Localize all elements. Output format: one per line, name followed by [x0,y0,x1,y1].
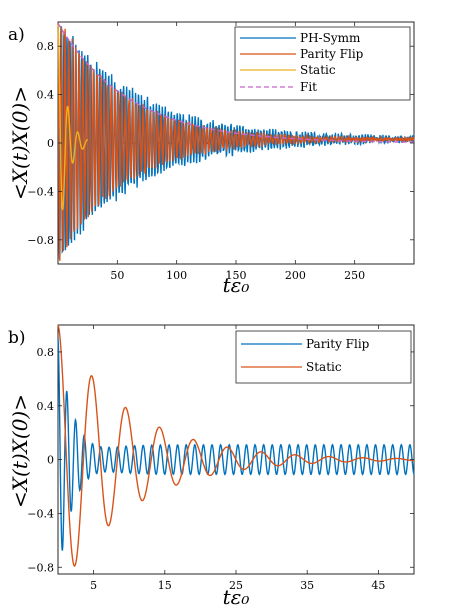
y-tick-label: −0.8 [27,234,54,247]
series-line-static [57,24,88,211]
legend-label-fit: Fit [300,80,317,94]
panel-b-y-ticks: −0.8 −0.4 0 0.4 0.8 [27,346,414,574]
panel-b-legend: Parity Flip Static [235,330,412,384]
legend-label-parity-flip-b: Parity Flip [306,337,370,351]
x-tick-label: 100 [166,269,187,282]
panel-b-tag: b) [8,328,26,348]
y-tick-label: 0 [47,454,54,467]
panel-b-y-axis-label: <X(t)X(0)> [8,394,32,508]
x-tick-label: 50 [110,269,124,282]
panel-a-x-axis-label: tε₀ [223,273,250,297]
panel-b-x-axis-label: tε₀ [223,585,250,609]
x-tick-label: 25 [229,579,243,592]
y-tick-label: −0.4 [27,507,54,520]
x-tick-label: 250 [344,269,365,282]
panel-a-y-ticks: −0.8 −0.4 0 0.4 0.8 [27,40,414,247]
x-tick-label: 200 [285,269,306,282]
panel-b-x-ticks: 5 15 25 35 45 [90,325,385,592]
panel-b-series [57,324,415,567]
y-tick-label: 0.8 [37,40,55,53]
panel-a-series [57,22,415,261]
y-tick-label: 0 [47,137,54,150]
panel-a-legend: PH-Symm Parity Flip Static Fit [234,26,411,101]
series-line-parity-flip [57,338,415,551]
panel-a-x-ticks: 50 100 150 200 250 [110,22,365,282]
series-line-fit [57,22,414,143]
y-tick-label: −0.8 [27,561,54,574]
y-tick-label: −0.4 [27,185,54,198]
series-line-static [57,324,415,567]
legend-label-parity-flip-a: Parity Flip [300,47,364,61]
y-tick-label: 0.8 [37,346,55,359]
legend-label-static-a: Static [300,63,336,77]
y-tick-label: 0.4 [37,89,55,102]
x-tick-label: 15 [158,579,172,592]
y-tick-label: 0.4 [37,400,55,413]
legend-label-ph-symm: PH-Symm [300,31,361,45]
x-tick-label: 45 [371,579,385,592]
panel-a-tag: a) [8,25,25,45]
x-tick-label: 5 [90,579,97,592]
panel-a-legend-box [234,26,411,101]
x-tick-label: 150 [226,269,247,282]
panel-b-legend-box [235,330,412,384]
panel-b: b) 5 15 25 35 45 −0.8 −0.4 0 0.4 0.8 tε₀ <X(t)X(… [8,324,415,609]
x-tick-label: 35 [300,579,314,592]
panel-a-y-axis-label: <X(t)X(0)> [8,86,32,200]
panel-a: a) 50 100 150 200 250 −0.8 −0.4 0 0.4 0.8 tε₀ <X… [8,21,415,297]
legend-label-static-b: Static [306,360,342,374]
